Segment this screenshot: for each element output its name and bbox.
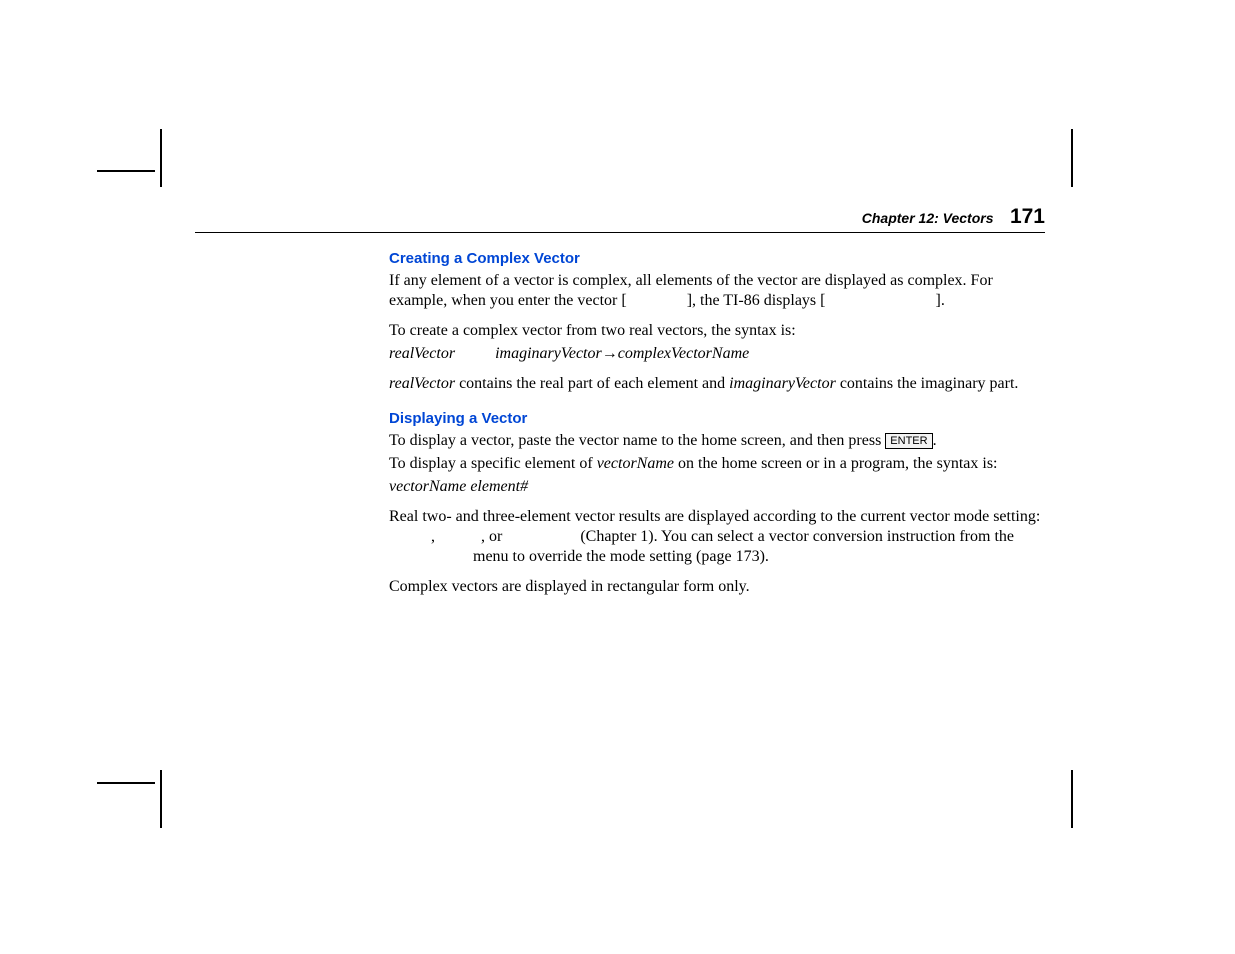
syntax-line: vectorName element# [389, 477, 1049, 497]
syntax-line: realVector imaginaryVector→complexVectorN… [389, 344, 1049, 364]
body-text: To display a vector, paste the vector na… [389, 431, 1049, 451]
header-rule [195, 232, 1045, 233]
text: contains the real part of each element a… [455, 375, 729, 392]
text: To display a specific element of [389, 455, 597, 472]
term-imaginaryvector: imaginaryVector [729, 375, 836, 392]
text: , the TI-86 displays [692, 292, 820, 309]
body-text: Real two- and three-element vector resul… [389, 507, 1049, 567]
term-vectorname: vectorName [597, 455, 674, 472]
arrow-icon: → [602, 345, 618, 362]
term-realvector: realVector [389, 375, 455, 392]
text: , [431, 528, 439, 545]
syntax-element-hash: element# [470, 478, 528, 495]
text: contains the imaginary part. [836, 375, 1019, 392]
crop-mark [160, 770, 162, 828]
body-text: To create a complex vector from two real… [389, 321, 1049, 341]
text: To display a vector, paste the vector na… [389, 432, 885, 449]
page-number: 171 [1010, 205, 1045, 228]
section-heading-displaying-vector: Displaying a Vector [389, 410, 1049, 429]
chapter-label: Chapter 12: Vectors [862, 210, 994, 226]
crop-mark [1071, 770, 1073, 828]
crop-mark [97, 782, 155, 784]
crop-mark [1071, 129, 1073, 187]
body-text: To display a specific element of vectorN… [389, 454, 1049, 474]
text: Real two- and three-element vector resul… [389, 508, 1040, 525]
bracket: [ [621, 292, 626, 309]
syntax-realvector: realVector [389, 345, 455, 362]
text: . [933, 432, 937, 449]
text: , or [481, 528, 506, 545]
syntax-imaginaryvector: imaginaryVector [495, 345, 602, 362]
keycap-enter: ENTER [885, 433, 932, 449]
section-heading-complex-vector: Creating a Complex Vector [389, 250, 1049, 269]
text: menu to override the mode setting (page … [469, 548, 769, 565]
body-text: If any element of a vector is complex, a… [389, 271, 1049, 311]
syntax-vectorname: vectorName [389, 478, 466, 495]
syntax-complexvectorname: complexVectorName [618, 345, 750, 362]
text: (Chapter 1). You can select a vector con… [576, 528, 1014, 545]
text: on the home screen or in a program, the … [674, 455, 997, 472]
bracket: [ [820, 292, 825, 309]
body-text: realVector contains the real part of eac… [389, 374, 1049, 394]
crop-mark [97, 170, 155, 172]
body-text: Complex vectors are displayed in rectang… [389, 577, 1049, 597]
page-header: Chapter 12: Vectors 171 [195, 205, 1045, 229]
crop-mark [160, 129, 162, 187]
document-page: { "header": { "chapter": "Chapter 12: Ve… [0, 0, 1235, 954]
page-content: Creating a Complex Vector If any element… [389, 250, 1049, 607]
bracket: ]. [935, 292, 944, 309]
